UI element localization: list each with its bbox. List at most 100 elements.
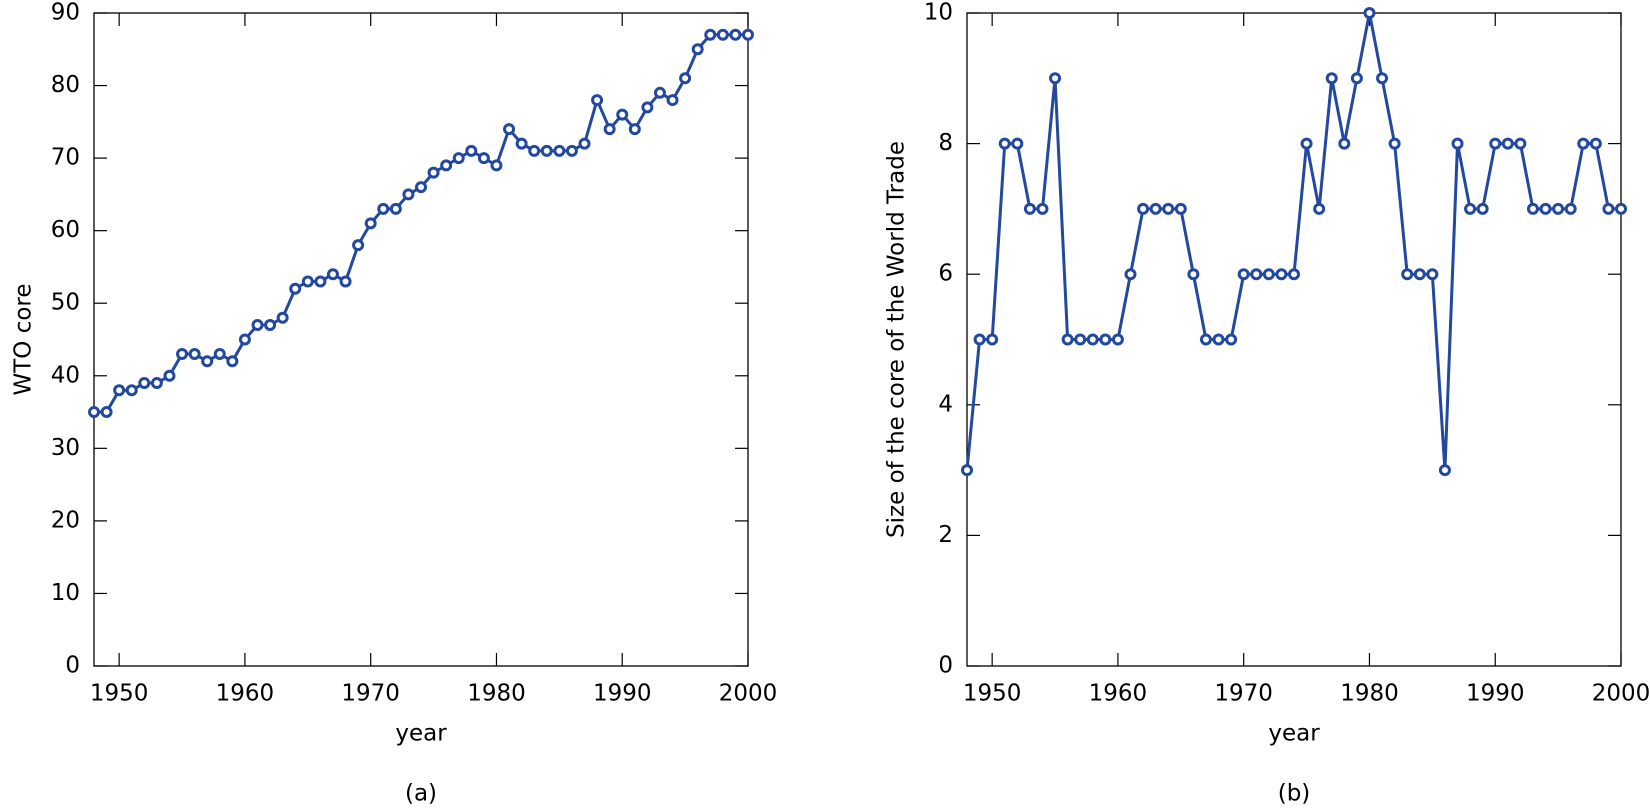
data-point — [314, 275, 327, 288]
data-point — [1023, 202, 1036, 215]
data-point — [961, 464, 973, 477]
data-point — [1464, 202, 1477, 215]
x-tick-label: 1990 — [1466, 681, 1525, 707]
data-point — [339, 275, 352, 288]
data-point — [1564, 202, 1577, 215]
data-point — [691, 43, 704, 56]
data-point — [628, 123, 641, 136]
data-point — [986, 333, 999, 346]
data-point — [1602, 202, 1615, 215]
data-point — [742, 28, 754, 41]
data-point — [125, 384, 138, 397]
y-tick-label: 90 — [51, 0, 80, 26]
data-point — [1199, 333, 1212, 346]
data-point — [1225, 333, 1238, 346]
x-tick-label: 1980 — [1340, 681, 1399, 707]
data-point — [1438, 464, 1451, 477]
x-tick-label: 1970 — [1214, 681, 1273, 707]
y-axis-label: WTO core — [11, 283, 37, 395]
data-point — [1036, 202, 1049, 215]
data-point — [653, 86, 666, 99]
data-point — [1011, 137, 1024, 150]
data-point — [1174, 202, 1187, 215]
data-point — [1539, 202, 1552, 215]
data-point — [1212, 333, 1225, 346]
data-point — [1426, 268, 1439, 281]
x-tick-label: 1980 — [467, 681, 526, 707]
caption: (a) — [405, 781, 437, 807]
data-point — [389, 202, 402, 215]
y-tick-label: 60 — [51, 217, 80, 243]
data-point — [201, 355, 214, 368]
y-tick-label: 30 — [51, 435, 80, 461]
y-tick-label: 70 — [51, 145, 80, 171]
data-point — [100, 406, 113, 419]
data-point — [377, 202, 390, 215]
data-point — [578, 137, 591, 150]
y-tick-label: 2 — [938, 522, 953, 548]
data-point — [1124, 268, 1137, 281]
data-point — [352, 239, 365, 252]
y-tick-label: 6 — [938, 261, 953, 287]
x-tick-label: 2000 — [719, 681, 778, 707]
data-point — [528, 144, 541, 157]
x-tick-label: 1970 — [341, 681, 400, 707]
data-point — [540, 144, 553, 157]
data-point — [150, 377, 163, 390]
data-point — [326, 268, 339, 281]
data-point — [289, 282, 302, 295]
data-point — [1388, 137, 1401, 150]
data-point — [1250, 268, 1263, 281]
data-point — [188, 348, 201, 361]
data-point — [616, 108, 629, 121]
data-point — [666, 94, 679, 107]
data-point — [1313, 202, 1326, 215]
data-point — [226, 355, 239, 368]
data-point — [238, 333, 251, 346]
data-point — [138, 377, 151, 390]
data-point — [1061, 333, 1074, 346]
x-tick-label: 1960 — [216, 681, 275, 707]
data-point — [1615, 202, 1627, 215]
data-point — [998, 137, 1011, 150]
data-point — [591, 94, 604, 107]
data-line — [965, 11, 1621, 472]
data-point — [477, 152, 490, 165]
data-point — [716, 28, 729, 41]
x-tick-label: 1990 — [593, 681, 652, 707]
data-point — [251, 318, 264, 331]
data-point — [402, 188, 415, 201]
panel: 0 2 4 6 8 10 1950 1960 1970 1980 1990 2000 year Size … — [884, 0, 1650, 807]
x-tick-label: 2000 — [1592, 681, 1650, 707]
data-point — [1526, 202, 1539, 215]
x-tick-label: 1950 — [963, 681, 1022, 707]
y-tick-label: 40 — [51, 362, 80, 388]
data-point — [729, 28, 742, 41]
data-point — [1099, 333, 1112, 346]
data-point — [1514, 137, 1527, 150]
y-tick-label: 20 — [51, 507, 80, 533]
y-tick-label: 10 — [924, 0, 953, 26]
data-point — [1401, 268, 1414, 281]
data-point — [1338, 137, 1351, 150]
data-point — [1589, 137, 1602, 150]
y-tick-label: 0 — [65, 653, 80, 679]
data-point — [465, 144, 478, 157]
data-point — [1262, 268, 1275, 281]
data-point — [1577, 137, 1590, 150]
data-point — [1162, 202, 1175, 215]
data-point — [603, 123, 616, 136]
panel: 0 10 20 30 40 50 60 70 80 90 1950 1960 1970 1980 1990 2… — [11, 0, 778, 807]
data-point — [364, 217, 377, 230]
data-point — [1187, 268, 1200, 281]
data-point — [973, 333, 986, 346]
data-point — [1237, 268, 1250, 281]
data-point — [213, 348, 226, 361]
plot-frame — [93, 12, 749, 667]
data-point — [641, 101, 654, 114]
y-tick-label: 10 — [51, 580, 80, 606]
data-point — [1288, 268, 1300, 281]
data-point — [452, 152, 465, 165]
data-point — [565, 144, 578, 157]
